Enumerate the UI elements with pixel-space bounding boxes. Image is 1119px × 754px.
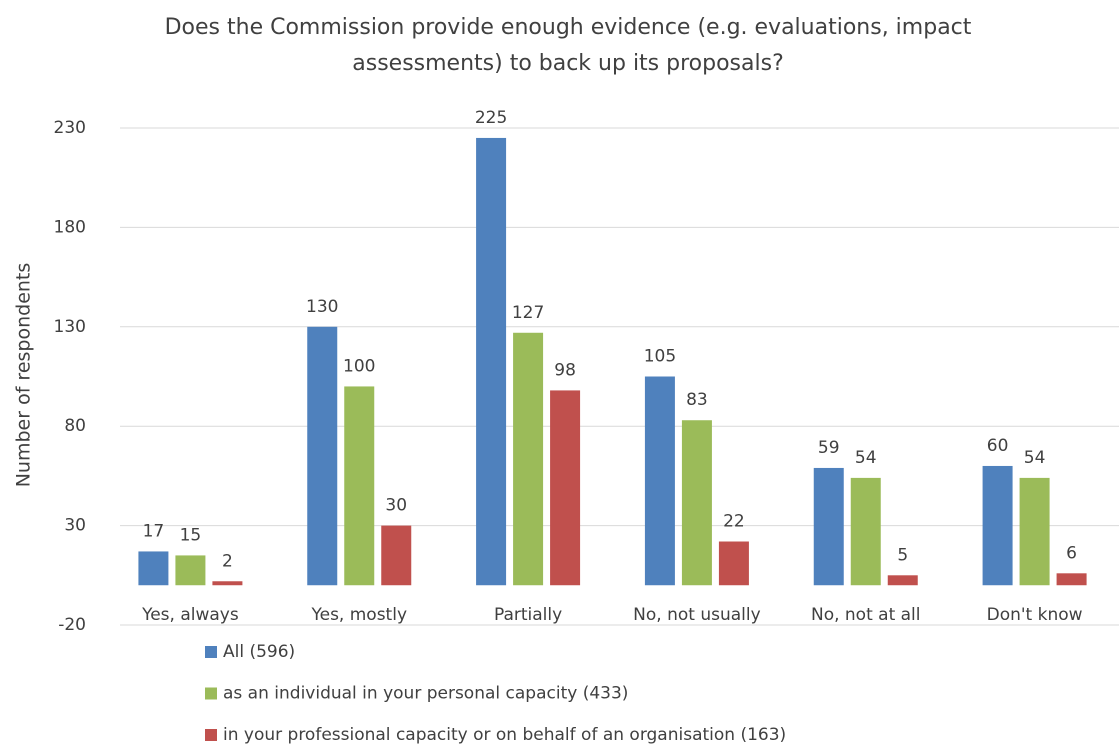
bar	[212, 581, 243, 586]
data-label: 5	[897, 545, 908, 565]
data-label: 6	[1066, 543, 1077, 563]
legend-label: All (596)	[223, 642, 295, 662]
chart-title: Does the Commission provide enough evide…	[165, 15, 972, 40]
data-label: 2	[222, 551, 233, 571]
y-tick-label: 30	[64, 516, 86, 536]
bar	[644, 376, 675, 586]
bar	[175, 555, 206, 586]
x-tick-label: Yes, always	[141, 605, 239, 625]
x-tick-label: Don't know	[987, 605, 1083, 625]
x-tick-label: Partially	[494, 605, 562, 625]
data-label: 59	[818, 438, 840, 458]
bar	[550, 390, 581, 586]
bar	[344, 386, 375, 586]
data-label: 60	[987, 436, 1009, 456]
y-axis-label: Number of respondents	[13, 263, 35, 488]
bar	[381, 525, 412, 586]
y-tick-label: -20	[58, 615, 86, 635]
bar	[850, 477, 881, 586]
legend-swatch	[205, 646, 217, 658]
bar	[982, 465, 1013, 586]
y-tick-label: 130	[54, 317, 86, 337]
x-tick-label: No, not at all	[811, 605, 921, 625]
data-label: 225	[475, 108, 507, 128]
y-tick-label: 180	[54, 217, 86, 237]
data-label: 30	[385, 496, 407, 516]
bar	[813, 467, 844, 586]
y-tick-label: 230	[54, 118, 86, 138]
x-tick-label: No, not usually	[633, 605, 761, 625]
data-label: 130	[306, 297, 338, 317]
bar	[307, 326, 338, 586]
legend-label: as an individual in your personal capaci…	[223, 684, 628, 704]
bar	[138, 551, 169, 586]
data-label: 17	[143, 521, 165, 541]
bar	[681, 420, 712, 586]
data-label: 100	[343, 356, 375, 376]
bar	[513, 332, 544, 586]
legend-label: in your professional capacity or on beha…	[223, 725, 786, 745]
y-tick-label: 80	[64, 416, 86, 436]
data-label: 127	[512, 303, 544, 323]
legend-swatch	[205, 729, 217, 741]
data-label: 83	[686, 390, 708, 410]
legend-swatch	[205, 687, 217, 700]
data-label: 15	[180, 525, 202, 545]
x-tick-label: Yes, mostly	[310, 605, 407, 625]
bar	[1019, 477, 1050, 586]
chart-title: assessments) to back up its proposals?	[352, 51, 784, 76]
data-label: 54	[1024, 448, 1046, 468]
data-label: 22	[723, 512, 745, 532]
bar	[887, 575, 918, 586]
bar	[476, 137, 507, 586]
data-label: 105	[644, 347, 676, 367]
data-label: 98	[554, 360, 576, 380]
bar	[718, 541, 749, 586]
bar	[1056, 573, 1087, 586]
data-label: 54	[855, 448, 877, 468]
